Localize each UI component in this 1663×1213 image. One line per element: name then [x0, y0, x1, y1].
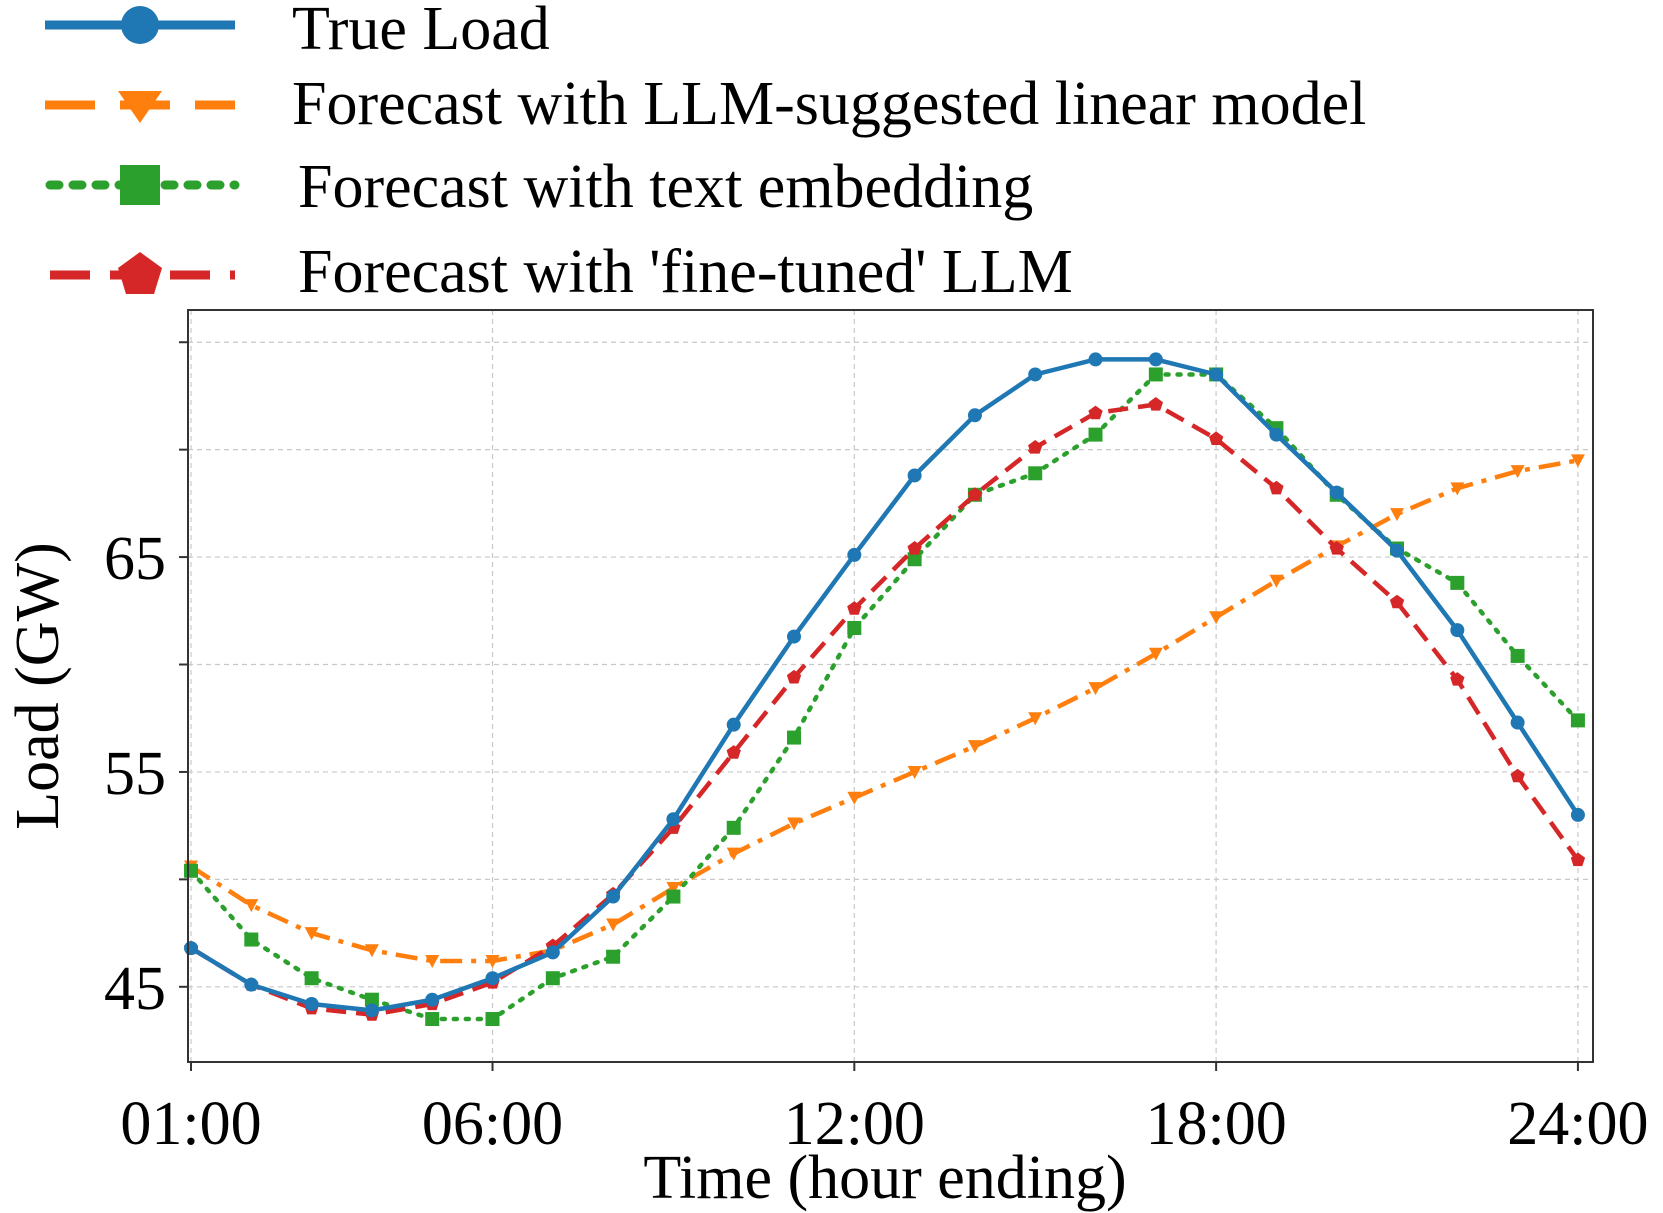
- data-point-square-marker: [1149, 367, 1163, 381]
- x-axis-label: Time (hour ending): [643, 1144, 1126, 1212]
- data-point-circle-marker: [1450, 623, 1464, 637]
- data-point-circle-marker: [546, 945, 560, 959]
- data-point-square-marker: [727, 821, 741, 835]
- data-point-circle-marker: [787, 630, 801, 644]
- data-point-circle-marker: [1390, 544, 1404, 558]
- x-tick-label: 01:00: [120, 1090, 261, 1158]
- legend-label-true-load: True Load: [292, 0, 550, 63]
- data-point-circle-marker: [666, 812, 680, 826]
- data-point-square-marker: [425, 1012, 439, 1026]
- data-point-square-marker: [1450, 576, 1464, 590]
- data-point-square-marker: [1571, 713, 1585, 727]
- data-point-circle-marker: [1269, 428, 1283, 442]
- data-point-square-marker: [486, 1012, 500, 1026]
- y-tick-label: 45: [104, 955, 166, 1023]
- data-point-square-marker: [1089, 428, 1103, 442]
- x-tick-label: 24:00: [1507, 1090, 1648, 1158]
- data-point-circle-marker: [606, 890, 620, 904]
- y-tick-label: 55: [104, 740, 166, 808]
- data-point-square-marker: [1511, 649, 1525, 663]
- legend-label-linear-model: Forecast with LLM-suggested linear model: [292, 70, 1366, 138]
- data-point-circle-marker: [184, 941, 198, 955]
- data-point-square-marker: [787, 731, 801, 745]
- data-point-circle-marker: [727, 718, 741, 732]
- data-point-circle-marker: [425, 993, 439, 1007]
- x-tick-label: 18:00: [1146, 1090, 1287, 1158]
- data-point-square-marker: [305, 971, 319, 985]
- data-point-square-marker: [666, 890, 680, 904]
- data-point-circle-marker: [847, 548, 861, 562]
- data-point-square-marker: [1028, 466, 1042, 480]
- data-point-circle-marker: [1149, 352, 1163, 366]
- x-tick-label: 06:00: [422, 1090, 563, 1158]
- legend-swatch-circle-marker: [121, 6, 159, 44]
- data-point-circle-marker: [1089, 352, 1103, 366]
- data-point-circle-marker: [486, 971, 500, 985]
- legend-label-fine-tuned: Forecast with 'fine-tuned' LLM: [298, 238, 1073, 306]
- data-point-square-marker: [546, 971, 560, 985]
- legend-swatch-square-marker: [120, 165, 160, 205]
- data-point-circle-marker: [1571, 808, 1585, 822]
- data-point-square-marker: [184, 864, 198, 878]
- data-point-circle-marker: [908, 468, 922, 482]
- data-point-circle-marker: [968, 408, 982, 422]
- data-point-circle-marker: [305, 997, 319, 1011]
- data-point-circle-marker: [244, 978, 258, 992]
- data-point-circle-marker: [1330, 486, 1344, 500]
- data-point-circle-marker: [1028, 367, 1042, 381]
- data-point-circle-marker: [1511, 716, 1525, 730]
- legend-label-text-embedding: Forecast with text embedding: [298, 153, 1033, 221]
- y-axis-label: Load (GW): [4, 542, 72, 829]
- data-point-square-marker: [606, 950, 620, 964]
- data-point-square-marker: [847, 621, 861, 635]
- data-point-square-marker: [244, 933, 258, 947]
- data-point-circle-marker: [1209, 367, 1223, 381]
- y-tick-label: 65: [104, 525, 166, 593]
- data-point-circle-marker: [365, 1003, 379, 1017]
